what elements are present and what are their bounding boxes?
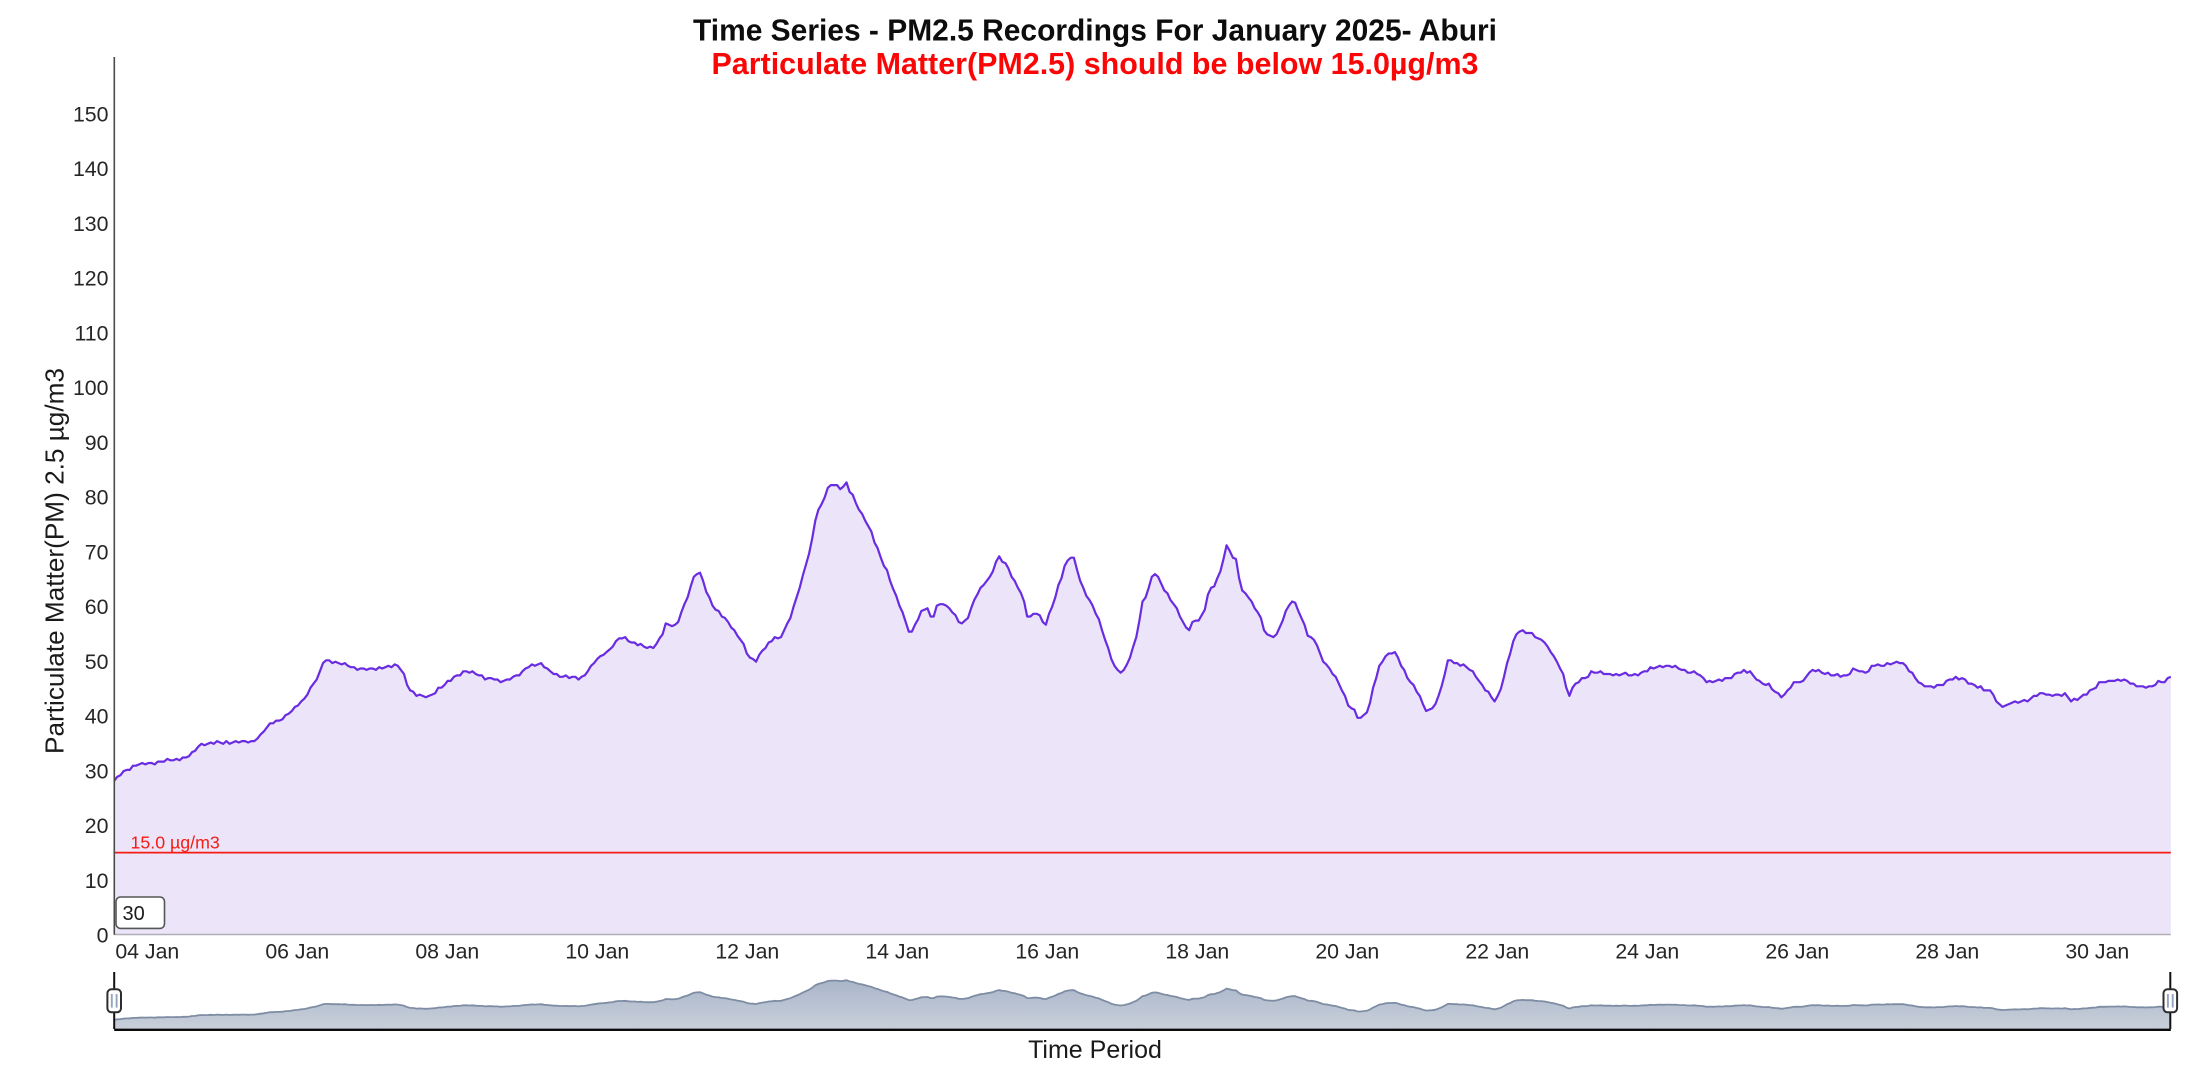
svg-text:28 Jan: 28 Jan xyxy=(1915,940,1979,964)
svg-text:30: 30 xyxy=(85,759,109,783)
svg-text:15.0 µg/m3: 15.0 µg/m3 xyxy=(131,833,220,853)
svg-text:50: 50 xyxy=(85,650,109,674)
svg-text:22 Jan: 22 Jan xyxy=(1465,940,1529,964)
svg-text:10: 10 xyxy=(85,869,109,893)
svg-text:12 Jan: 12 Jan xyxy=(715,940,779,964)
svg-text:80: 80 xyxy=(85,486,109,510)
svg-text:150: 150 xyxy=(73,102,109,126)
svg-text:08 Jan: 08 Jan xyxy=(415,940,479,964)
svg-text:0: 0 xyxy=(97,924,109,948)
svg-text:30 Jan: 30 Jan xyxy=(2065,940,2129,964)
svg-text:14 Jan: 14 Jan xyxy=(865,940,929,964)
svg-text:04 Jan: 04 Jan xyxy=(115,940,179,964)
svg-text:Time Period: Time Period xyxy=(1028,1036,1162,1064)
svg-text:26 Jan: 26 Jan xyxy=(1765,940,1829,964)
svg-text:Time Series - PM2.5 Recordings: Time Series - PM2.5 Recordings For Janua… xyxy=(693,14,1497,48)
svg-text:140: 140 xyxy=(73,157,109,181)
svg-text:24 Jan: 24 Jan xyxy=(1615,940,1679,964)
svg-text:90: 90 xyxy=(85,431,109,455)
svg-text:110: 110 xyxy=(75,321,109,345)
svg-text:100: 100 xyxy=(73,376,109,400)
svg-text:40: 40 xyxy=(85,705,109,729)
svg-text:120: 120 xyxy=(73,267,109,291)
svg-text:Particulate Matter(PM2.5) shou: Particulate Matter(PM2.5) should be belo… xyxy=(712,47,1479,81)
svg-text:10 Jan: 10 Jan xyxy=(565,940,629,964)
svg-text:Particulate Matter(PM) 2.5 µg/: Particulate Matter(PM) 2.5 µg/m3 xyxy=(40,368,70,754)
svg-text:16 Jan: 16 Jan xyxy=(1015,940,1079,964)
svg-text:20: 20 xyxy=(85,814,109,838)
svg-text:06 Jan: 06 Jan xyxy=(265,940,329,964)
svg-text:60: 60 xyxy=(85,595,109,619)
svg-text:30: 30 xyxy=(123,903,145,925)
svg-text:130: 130 xyxy=(73,212,109,236)
svg-text:70: 70 xyxy=(85,540,109,564)
svg-text:20 Jan: 20 Jan xyxy=(1315,940,1379,964)
svg-text:18 Jan: 18 Jan xyxy=(1165,940,1229,964)
